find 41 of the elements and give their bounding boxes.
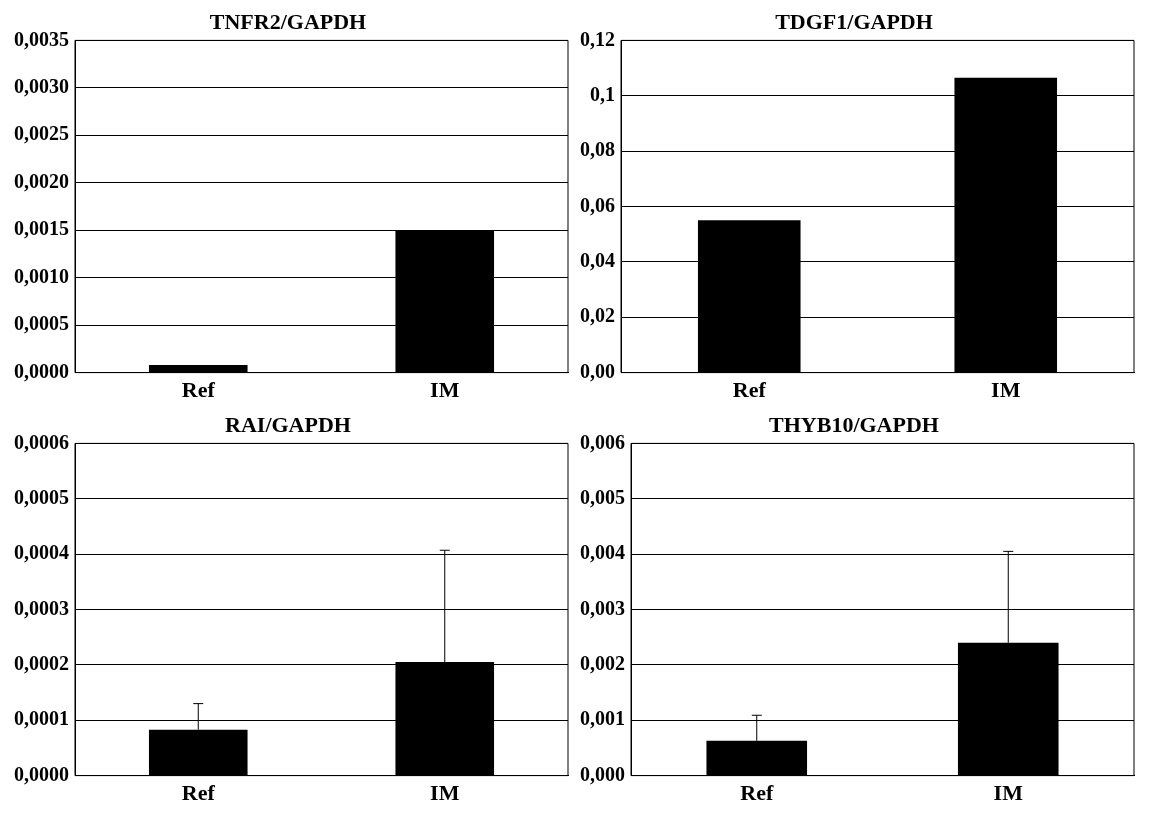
y-tick-label: 0,02 — [580, 304, 615, 327]
x-tick-label: Ref — [740, 780, 774, 806]
y-tick-label: 0,04 — [580, 249, 615, 272]
y-tick-label: 0,0003 — [14, 596, 69, 619]
x-tick-label: Ref — [732, 377, 767, 403]
x-tick-label: Ref — [181, 780, 216, 806]
y-tick-label: 0,12 — [580, 27, 615, 50]
chart-title: TNFR2/GAPDH — [209, 8, 367, 34]
y-tick-label: 0,0005 — [14, 485, 69, 508]
y-tick-label: 0,0025 — [14, 122, 69, 145]
y-tick-label: 0,000 — [580, 762, 625, 785]
y-tick-label: 0,0006 — [14, 430, 69, 453]
y-tick-label: 0,06 — [580, 193, 615, 216]
y-tick-label: 0,0005 — [14, 312, 69, 335]
y-tick-label: 0,006 — [580, 430, 625, 453]
x-tick-label: Ref — [181, 377, 216, 403]
y-tick-label: 0,002 — [580, 652, 625, 675]
y-tick-label: 0,0000 — [14, 359, 69, 382]
y-tick-label: 0,1 — [590, 82, 615, 105]
y-tick-label: 0,08 — [580, 138, 615, 161]
y-tick-label: 0,005 — [580, 485, 625, 508]
x-tick-label: IM — [430, 780, 460, 806]
y-tick-label: 0,0020 — [14, 169, 69, 192]
y-tick-label: 0,0002 — [14, 652, 69, 675]
chart-title: RAI/GAPDH — [225, 411, 351, 437]
y-tick-label: 0,001 — [580, 707, 625, 730]
y-tick-label: 0,0035 — [14, 27, 69, 50]
y-tick-label: 0,0015 — [14, 217, 69, 240]
x-tick-label: IM — [991, 377, 1021, 403]
x-tick-label: IM — [430, 377, 460, 403]
y-tick-label: 0,0000 — [14, 762, 69, 785]
y-tick-label: 0,0030 — [14, 75, 69, 98]
y-tick-label: 0,004 — [580, 541, 625, 564]
y-tick-label: 0,003 — [580, 596, 625, 619]
y-tick-label: 0,0004 — [14, 541, 69, 564]
chart-title: THYB10/GAPDH — [769, 411, 939, 437]
y-tick-label: 0,0010 — [14, 264, 69, 287]
x-tick-label: IM — [993, 780, 1024, 806]
chart-title: TDGF1/GAPDH — [775, 8, 933, 34]
y-tick-label: 0,0001 — [14, 707, 69, 730]
y-tick-label: 0,00 — [580, 359, 615, 382]
